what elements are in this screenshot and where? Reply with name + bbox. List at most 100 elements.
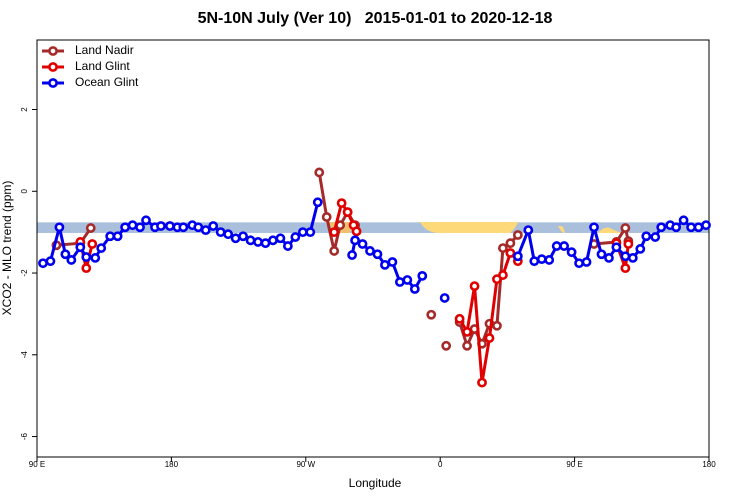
data-point bbox=[559, 241, 570, 251]
data-layer bbox=[38, 167, 711, 388]
data-point bbox=[581, 257, 592, 267]
data-point bbox=[312, 197, 323, 208]
data-point bbox=[498, 243, 508, 253]
data-point bbox=[275, 233, 286, 244]
legend-marker bbox=[48, 62, 58, 72]
y-tick-label: -6 bbox=[20, 432, 29, 440]
data-point bbox=[135, 222, 145, 233]
data-point bbox=[604, 253, 614, 263]
data-point bbox=[75, 242, 86, 253]
data-point bbox=[314, 167, 325, 178]
data-point bbox=[566, 247, 577, 258]
data-point bbox=[60, 249, 71, 260]
data-point bbox=[623, 239, 634, 249]
data-point bbox=[635, 244, 646, 254]
data-point bbox=[701, 220, 711, 231]
data-point bbox=[462, 340, 472, 351]
data-point bbox=[492, 320, 502, 331]
plot-frame bbox=[36, 39, 710, 458]
data-point bbox=[96, 243, 107, 253]
data-point bbox=[536, 254, 547, 265]
data-point bbox=[282, 241, 293, 251]
data-point bbox=[200, 225, 211, 236]
data-point bbox=[627, 253, 638, 263]
data-point bbox=[529, 256, 540, 267]
data-point bbox=[650, 232, 661, 242]
data-point bbox=[678, 215, 689, 226]
data-point bbox=[380, 259, 390, 270]
data-point bbox=[230, 233, 241, 244]
data-point bbox=[387, 257, 398, 267]
data-point bbox=[208, 221, 219, 231]
legend-marker bbox=[48, 46, 58, 56]
legend-marker bbox=[48, 78, 58, 88]
data-point bbox=[417, 270, 428, 281]
data-point bbox=[671, 222, 682, 233]
data-point bbox=[223, 229, 234, 240]
data-point bbox=[402, 275, 413, 285]
x-tick-label: 0 bbox=[438, 460, 443, 469]
data-point bbox=[611, 242, 622, 253]
data-point bbox=[589, 222, 599, 233]
data-point bbox=[441, 340, 452, 351]
axes: 90 E 180 90 W 0 90 E 180 -6 -4 -2 0 2 bbox=[20, 107, 716, 469]
data-point bbox=[498, 270, 508, 280]
data-point bbox=[305, 227, 316, 238]
band-layer bbox=[37, 222, 709, 233]
legend-label: Land Nadir bbox=[75, 43, 134, 57]
data-point bbox=[523, 225, 534, 236]
x-tick-label: 180 bbox=[165, 460, 179, 469]
data-point bbox=[686, 222, 696, 233]
chart-title: 5N-10N July (Ver 10) 2015-01-01 to 2020-… bbox=[198, 10, 553, 27]
y-tick-label: 0 bbox=[20, 188, 29, 193]
data-point bbox=[85, 223, 96, 233]
data-point bbox=[268, 235, 278, 246]
data-point bbox=[54, 222, 65, 233]
data-point bbox=[620, 251, 631, 262]
y-axis-label: XCO2 - MLO trend (ppm) bbox=[0, 181, 14, 316]
land bbox=[558, 226, 565, 233]
data-point bbox=[620, 263, 631, 274]
data-point bbox=[112, 231, 123, 242]
x-tick-label: 90 E bbox=[29, 460, 45, 469]
data-point bbox=[66, 255, 77, 265]
y-tick-label: -2 bbox=[20, 269, 29, 277]
data-point bbox=[394, 277, 405, 287]
data-point bbox=[351, 226, 362, 237]
data-point bbox=[141, 215, 151, 226]
data-point bbox=[297, 227, 308, 238]
legend-label: Land Glint bbox=[75, 59, 130, 73]
data-point bbox=[512, 230, 523, 240]
data-point bbox=[462, 326, 472, 337]
data-point bbox=[574, 258, 584, 269]
data-point bbox=[215, 227, 226, 238]
data-point bbox=[357, 239, 368, 249]
legend-label: Ocean Glint bbox=[75, 75, 139, 89]
data-point bbox=[165, 221, 175, 231]
data-point bbox=[260, 238, 271, 249]
data-point bbox=[551, 241, 562, 251]
data-point bbox=[512, 251, 523, 262]
data-point bbox=[127, 220, 138, 231]
data-point bbox=[484, 333, 495, 343]
legend: Land Nadir Land Glint Ocean Glint bbox=[42, 43, 139, 89]
data-point bbox=[253, 237, 263, 247]
data-point bbox=[409, 284, 420, 294]
data-point bbox=[290, 232, 301, 242]
data-point bbox=[329, 246, 340, 256]
land-layer bbox=[326, 222, 628, 233]
data-point bbox=[505, 238, 516, 249]
data-point bbox=[350, 235, 360, 246]
data-point bbox=[426, 309, 437, 320]
x-tick-label: 180 bbox=[702, 460, 716, 469]
data-point bbox=[245, 235, 256, 246]
data-point bbox=[90, 253, 101, 263]
data-point bbox=[477, 377, 487, 388]
data-point bbox=[321, 212, 332, 222]
data-point bbox=[336, 198, 347, 209]
data-point bbox=[105, 231, 116, 242]
data-point bbox=[641, 231, 652, 242]
data-point bbox=[87, 239, 98, 249]
data-point bbox=[656, 222, 667, 233]
x-tick-label: 90 E bbox=[566, 460, 582, 469]
